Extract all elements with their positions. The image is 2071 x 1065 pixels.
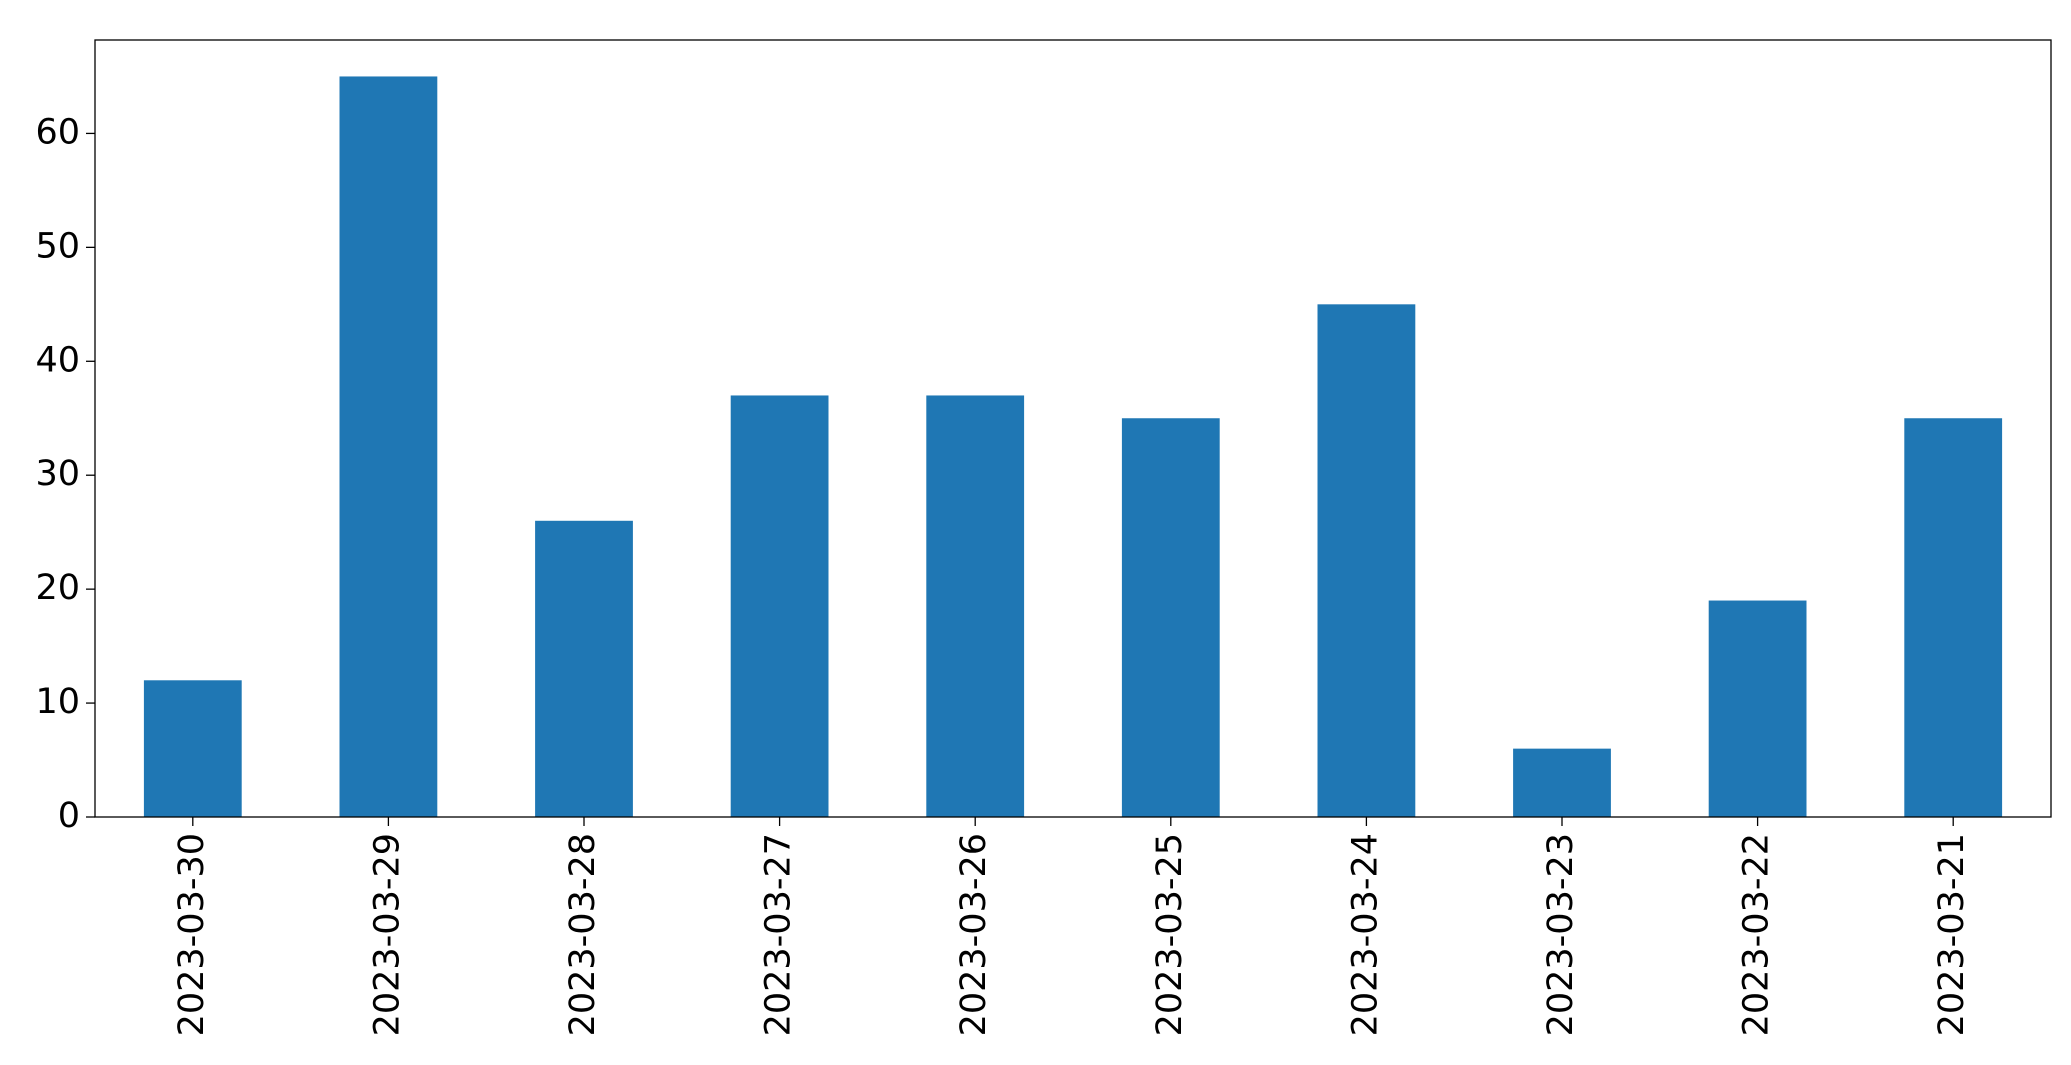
plot-frame [94,39,2052,818]
bar [143,680,242,817]
x-tick-label: 2023-03-26 [954,833,994,1036]
y-tick-label: 30 [35,454,80,494]
bar [1513,748,1611,817]
bar [1904,418,2003,817]
y-tick-label: 40 [35,340,80,380]
x-tick-label: 2023-03-27 [759,833,799,1036]
bar [1121,418,1220,817]
y-tick-label: 20 [35,568,80,608]
y-tick-label: 10 [35,682,80,722]
bar [1317,304,1416,817]
x-tick-label: 2023-03-30 [172,833,212,1036]
x-tick-label: 2023-03-21 [1932,833,1972,1036]
bar [1708,600,1807,817]
y-tick-label: 60 [35,112,80,152]
y-tick-label: 50 [35,226,80,266]
x-tick-label: 2023-03-25 [1150,833,1190,1036]
x-tick-label: 2023-03-22 [1737,833,1777,1036]
y-tick-label: 0 [58,796,80,836]
bar [926,395,1025,817]
x-tick-label: 2023-03-23 [1541,833,1581,1036]
bar [535,520,633,817]
x-tick-label: 2023-03-29 [367,833,407,1036]
bar [339,76,438,818]
bar [730,395,829,817]
x-tick-label: 2023-03-28 [563,833,603,1036]
x-tick-label: 2023-03-24 [1345,833,1385,1036]
